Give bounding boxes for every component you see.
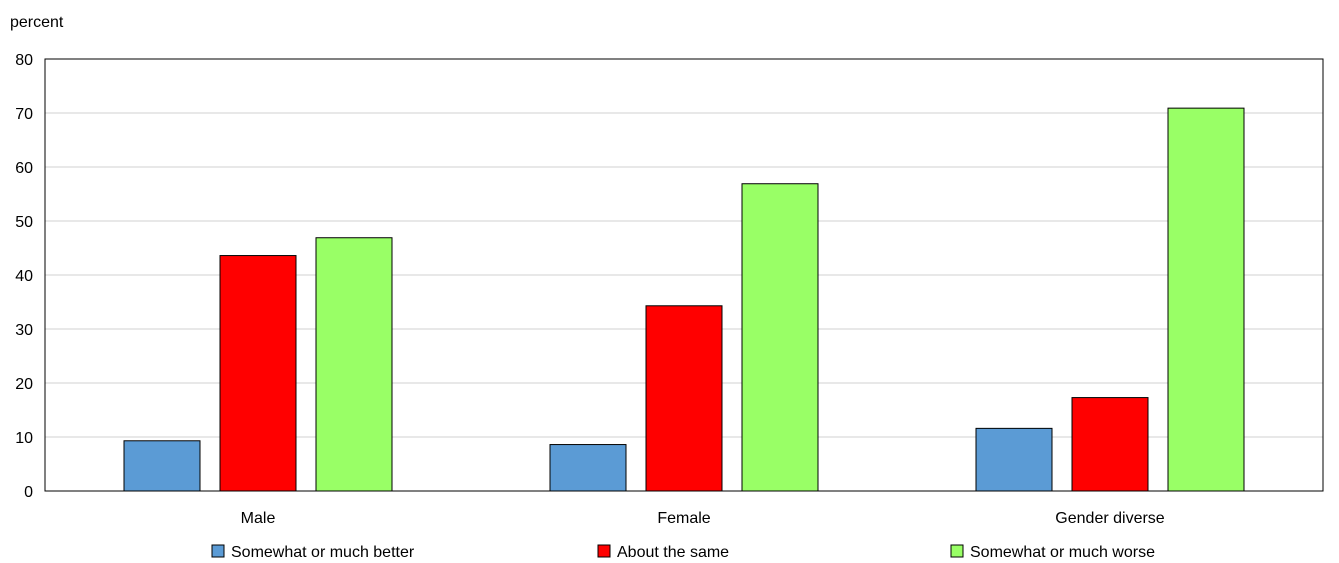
y-tick-label: 60 — [15, 160, 33, 177]
legend-item: Somewhat or much better — [211, 544, 415, 561]
bars — [123, 107, 1245, 492]
bar-somewhat-or-much-better-gender-diverse — [975, 427, 1053, 492]
bar-somewhat-or-much-better-female — [549, 444, 627, 492]
y-axis-ticks: 0 10 20 30 40 50 60 70 80 — [15, 52, 33, 501]
y-tick-label: 40 — [15, 268, 33, 285]
legend-label: Somewhat or much worse — [970, 544, 1155, 561]
bar-somewhat-or-much-better-male — [123, 440, 201, 492]
y-tick-label: 80 — [15, 52, 33, 69]
y-tick-label: 30 — [15, 322, 33, 339]
bar-about-the-same-female — [645, 305, 723, 492]
bar-somewhat-or-much-worse-female — [741, 183, 819, 492]
legend-swatch — [597, 544, 611, 558]
y-tick-label: 50 — [15, 214, 33, 231]
legend: Somewhat or much better About the same Som… — [211, 544, 1155, 561]
legend-item: Somewhat or much worse — [950, 544, 1155, 561]
x-category-label: Gender diverse — [1055, 510, 1164, 527]
y-tick-label: 0 — [24, 484, 33, 501]
y-axis-unit-label: percent — [10, 14, 64, 31]
y-tick-label: 20 — [15, 376, 33, 393]
category-labels: Male Female Gender diverse — [241, 510, 1165, 527]
plot-frame — [44, 58, 1324, 492]
x-category-label: Male — [241, 510, 276, 527]
legend-label: Somewhat or much better — [231, 544, 415, 561]
x-category-label: Female — [657, 510, 710, 527]
bar-about-the-same-male — [219, 255, 297, 492]
y-tick-label: 70 — [15, 106, 33, 123]
bar-somewhat-or-much-worse-male — [315, 237, 393, 492]
y-tick-label: 10 — [15, 430, 33, 447]
legend-swatch — [950, 544, 964, 558]
legend-label: About the same — [617, 544, 729, 561]
bar-somewhat-or-much-worse-gender-diverse — [1167, 107, 1245, 492]
bar-about-the-same-gender-diverse — [1071, 397, 1149, 492]
legend-item: About the same — [597, 544, 729, 561]
legend-swatch — [211, 544, 225, 558]
